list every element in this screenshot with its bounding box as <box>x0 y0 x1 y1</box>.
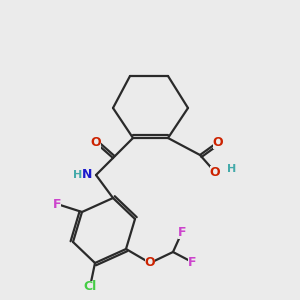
Text: F: F <box>188 256 196 268</box>
Text: F: F <box>178 226 186 238</box>
Text: H: H <box>73 170 82 180</box>
Text: O: O <box>145 256 155 269</box>
Text: O: O <box>210 166 220 178</box>
Text: O: O <box>213 136 223 148</box>
Text: Cl: Cl <box>83 280 97 293</box>
Text: O: O <box>91 136 101 149</box>
Text: N: N <box>82 169 92 182</box>
Text: F: F <box>53 197 61 211</box>
Text: H: H <box>227 164 236 174</box>
